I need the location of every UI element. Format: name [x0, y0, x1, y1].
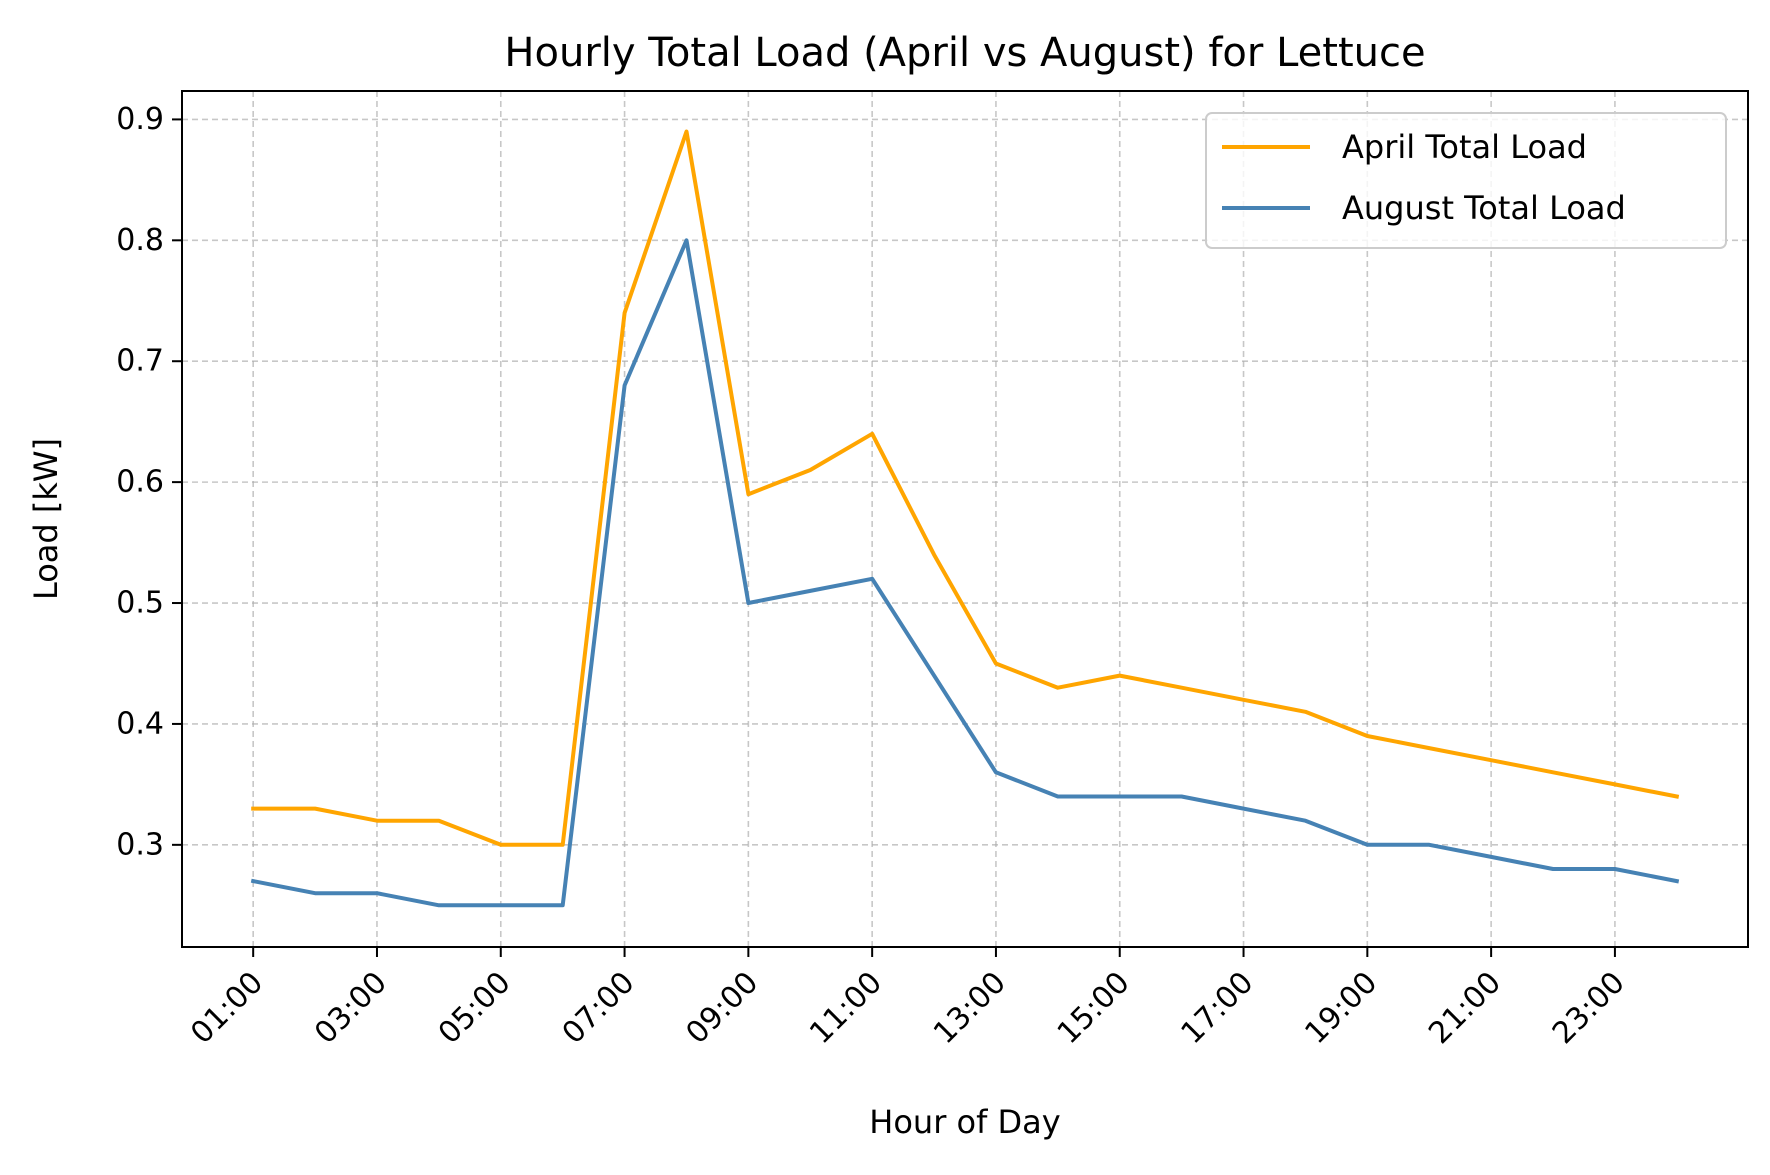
x-tick-label: 03:00 — [308, 965, 394, 1051]
y-tick-label: 0.9 — [116, 102, 164, 137]
y-tick-label: 0.3 — [116, 827, 164, 862]
x-tick-label: 09:00 — [679, 965, 765, 1051]
x-tick-label: 05:00 — [432, 965, 518, 1051]
legend-label: April Total Load — [1342, 128, 1587, 166]
y-tick-label: 0.7 — [116, 344, 164, 379]
y-tick-label: 0.5 — [116, 586, 164, 621]
series-line-april — [251, 129, 1680, 847]
x-tick-label: 17:00 — [1175, 965, 1261, 1051]
x-tick-label: 15:00 — [1051, 965, 1137, 1051]
legend: April Total Load August Total Load — [1205, 112, 1727, 249]
x-tick-label: 13:00 — [927, 965, 1013, 1051]
x-tick-label: 07:00 — [556, 965, 642, 1051]
x-tick-label: 21:00 — [1422, 965, 1508, 1051]
series-line-august — [250, 238, 1680, 908]
y-tick-label: 0.8 — [116, 223, 164, 258]
legend-label: August Total Load — [1342, 189, 1626, 227]
chart-title: Hourly Total Load (April vs August) for … — [504, 30, 1425, 76]
y-axis-label: Load [kW] — [27, 438, 65, 600]
y-tick-label: 0.6 — [116, 465, 164, 500]
plot-frame — [181, 90, 1749, 948]
x-axis-label: Hour of Day — [869, 1103, 1060, 1141]
legend-box — [1205, 112, 1727, 249]
series-layer — [250, 129, 1680, 908]
x-tick-label: 01:00 — [184, 965, 270, 1051]
x-tick-label: 11:00 — [803, 965, 889, 1051]
x-tick-label: 23:00 — [1546, 965, 1632, 1051]
y-tick-label: 0.4 — [116, 706, 164, 741]
x-tick-label: 19:00 — [1298, 965, 1384, 1051]
